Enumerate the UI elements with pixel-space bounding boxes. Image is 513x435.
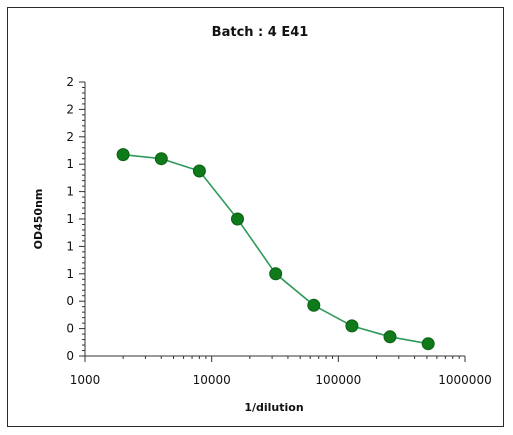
x-axis-title: 1/dilution (244, 401, 303, 414)
y-tick-label: 0 (66, 349, 74, 363)
y-axis-ticks: 0 0 0 1 1 1 1 1 2 2 2 (66, 75, 85, 363)
y-axis-title: OD450nm (32, 189, 45, 250)
x-tick-label: 1000 (70, 373, 101, 387)
x-tick-label: 100000 (315, 373, 361, 387)
data-point (383, 330, 397, 344)
y-tick-label: 1 (66, 267, 74, 281)
data-point (269, 267, 283, 281)
data-point (421, 337, 435, 351)
series-points (116, 148, 435, 351)
data-point (192, 164, 206, 178)
data-point (231, 212, 244, 226)
y-tick-label: 1 (66, 185, 74, 199)
y-tick-label: 1 (66, 239, 74, 253)
y-tick-label: 1 (66, 157, 74, 171)
x-tick-label: 1000000 (438, 373, 491, 387)
chart-frame (7, 7, 504, 427)
y-tick-label: 2 (66, 102, 74, 116)
data-point (307, 298, 321, 312)
y-tick-label: 0 (66, 294, 74, 308)
x-tick-label: 10000 (193, 373, 231, 387)
y-tick-label: 2 (66, 130, 74, 144)
data-point (345, 319, 359, 333)
series-line (123, 153, 429, 345)
data-point (116, 148, 130, 162)
y-tick-label: 0 (66, 322, 74, 336)
x-axis-ticks: 1000 10000 100000 1000000 (70, 356, 492, 387)
y-tick-label: 2 (66, 75, 74, 89)
chart-title: Batch : 4 E41 (212, 25, 309, 40)
data-point (154, 152, 168, 166)
y-tick-label: 1 (66, 212, 74, 226)
